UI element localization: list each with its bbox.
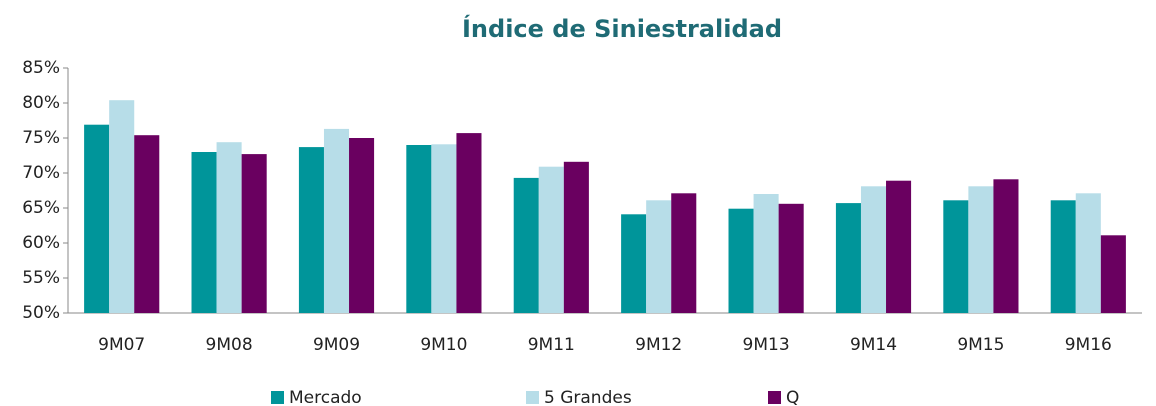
chart-title: Índice de Siniestralidad xyxy=(462,14,782,43)
bar xyxy=(728,208,754,313)
legend-label: 5 Grandes xyxy=(544,388,632,406)
y-tick-label: 70% xyxy=(22,163,60,183)
bar xyxy=(621,214,647,313)
legend-swatch xyxy=(526,391,539,404)
bar xyxy=(191,152,217,313)
bar xyxy=(968,186,994,313)
y-tick-label: 60% xyxy=(22,233,60,253)
y-tick-label: 50% xyxy=(22,303,60,323)
bar xyxy=(646,200,672,313)
bar xyxy=(298,147,324,313)
bar xyxy=(323,128,350,313)
bar xyxy=(563,161,589,313)
bar xyxy=(456,133,482,313)
bar xyxy=(349,138,375,313)
bar xyxy=(109,100,135,313)
y-tick-label: 75% xyxy=(22,128,60,148)
bar xyxy=(1075,193,1101,313)
bar xyxy=(886,180,912,313)
x-tick-label: 9M11 xyxy=(528,335,575,355)
bar xyxy=(431,144,457,313)
x-tick-label: 9M10 xyxy=(420,335,467,355)
x-tick-label: 9M08 xyxy=(206,335,253,355)
y-tick-label: 55% xyxy=(22,268,60,288)
legend-label: Mercado xyxy=(289,388,362,406)
bar xyxy=(1050,200,1076,313)
x-tick-label: 9M14 xyxy=(850,335,897,355)
bar xyxy=(134,135,160,313)
bar xyxy=(84,124,110,313)
y-tick-label: 65% xyxy=(22,198,60,218)
x-tick-label: 9M12 xyxy=(635,335,682,355)
x-tick-label: 9M09 xyxy=(313,335,360,355)
legend-swatch xyxy=(768,391,781,404)
x-tick-label: 9M13 xyxy=(743,335,790,355)
bar xyxy=(406,145,432,313)
bar xyxy=(538,166,564,313)
bar xyxy=(860,186,887,313)
bar xyxy=(778,203,804,313)
x-tick-label: 9M07 xyxy=(98,335,145,355)
x-tick-label: 9M16 xyxy=(1065,335,1112,355)
bar xyxy=(1100,235,1126,313)
bar xyxy=(943,200,969,313)
bar xyxy=(216,142,242,313)
legend-swatch xyxy=(271,391,284,404)
bar xyxy=(993,179,1019,313)
bar xyxy=(513,177,539,313)
bar xyxy=(241,154,267,313)
bar xyxy=(835,203,861,313)
y-tick-label: 85% xyxy=(22,58,60,78)
x-tick-label: 9M15 xyxy=(957,335,1004,355)
y-tick-label: 80% xyxy=(22,93,60,113)
bar xyxy=(753,194,779,313)
bar xyxy=(671,193,697,313)
legend-label: Q xyxy=(786,388,799,406)
